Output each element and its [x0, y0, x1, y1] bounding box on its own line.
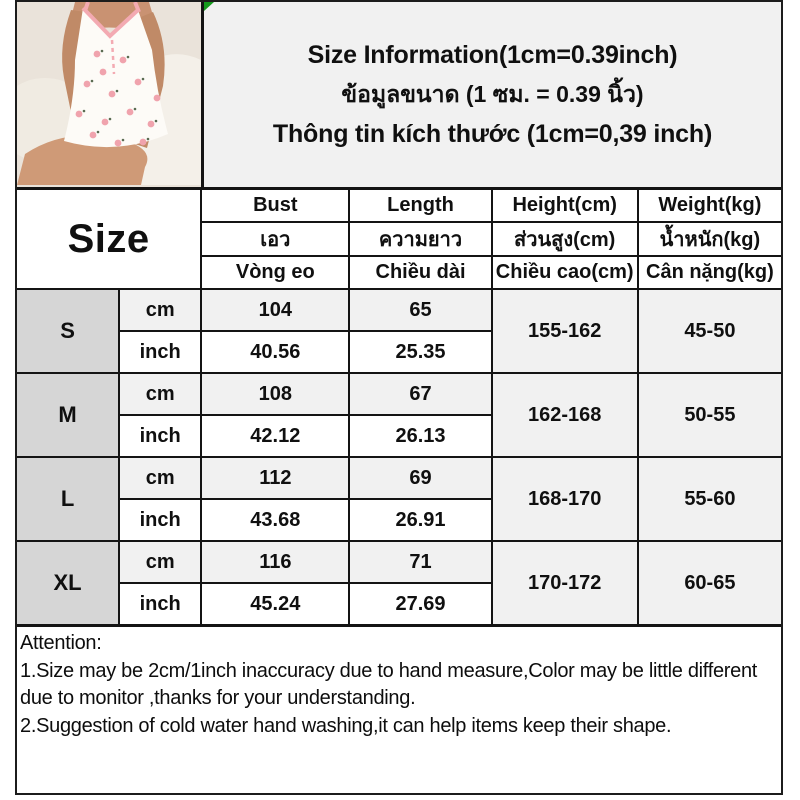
height-value: 168-170: [490, 456, 639, 542]
title-area: Size Information(1cm=0.39inch) ข้อมูลขนา…: [204, 2, 781, 187]
col-header-length-th: ความยาว: [348, 221, 493, 257]
green-corner-marker-icon: [204, 2, 214, 11]
height-value: 162-168: [490, 372, 639, 458]
length-inch-value: 27.69: [348, 582, 493, 625]
col-header-weight-th: น้ำหนัก(kg): [636, 221, 783, 257]
table-row: M cm 108 67 162-168 50-55: [15, 372, 783, 458]
col-header-bust-vi: Vòng eo: [200, 255, 351, 290]
attention-title: Attention:: [20, 632, 102, 654]
size-label-m: M: [15, 372, 121, 458]
length-inch-value: 26.13: [348, 414, 493, 458]
bust-inch-value: 40.56: [200, 330, 351, 374]
table-row: inch 43.68 26.91: [17, 498, 781, 542]
size-info-title-en: Size Information(1cm=0.39inch): [307, 40, 678, 69]
weight-value: 55-60: [636, 456, 783, 542]
col-header-bust-th: เอว: [200, 221, 351, 257]
size-chart-frame: Size Information(1cm=0.39inch) ข้อมูลขนา…: [15, 0, 783, 795]
bust-inch-value: 45.24: [200, 582, 351, 625]
bust-inch-value: 42.12: [200, 414, 351, 458]
length-cm-value: 69: [348, 456, 493, 500]
unit-inch: inch: [118, 414, 203, 458]
col-header-height-en: Height(cm): [490, 189, 639, 223]
length-cm-value: 67: [348, 372, 493, 416]
unit-inch: inch: [118, 582, 203, 625]
length-inch-value: 25.35: [348, 330, 493, 374]
attention-item-2: 2.Suggestion of cold water hand washing,…: [20, 714, 672, 737]
col-header-weight-vi: Cân nặng(kg): [636, 255, 783, 290]
length-inch-value: 26.91: [348, 498, 493, 542]
unit-cm: cm: [118, 288, 203, 332]
header-row-vi: Vòng eo Chiều dài Chiều cao(cm) Cân nặng…: [17, 255, 783, 290]
bust-cm-value: 108: [200, 372, 351, 416]
col-header-length-vi: Chiều dài: [348, 255, 493, 290]
unit-cm: cm: [118, 540, 203, 584]
unit-cm: cm: [118, 456, 203, 500]
unit-inch: inch: [118, 330, 203, 374]
table-row: XL cm 116 71 170-172 60-65: [15, 540, 783, 625]
size-label-s: S: [15, 288, 121, 374]
product-photo: [17, 2, 204, 187]
col-header-height-vi: Chiều cao(cm): [490, 255, 639, 290]
col-header-bust-en: Bust: [200, 189, 351, 223]
col-header-height-th: ส่วนสูง(cm): [490, 221, 639, 257]
size-label-l: L: [15, 456, 121, 542]
attention-item-1: 1.Size may be 2cm/1inch inaccuracy due t…: [20, 659, 758, 710]
length-cm-value: 71: [348, 540, 493, 584]
size-table-wrap: Size Bust Length Height(cm) Weight(kg) เ…: [15, 189, 783, 627]
table-row: S cm 104 65 155-162 45-50: [15, 288, 783, 374]
bust-cm-value: 116: [200, 540, 351, 584]
height-value: 155-162: [490, 288, 639, 374]
col-header-weight-en: Weight(kg): [636, 189, 783, 223]
col-header-length-en: Length: [348, 189, 493, 223]
header-section: Size Information(1cm=0.39inch) ข้อมูลขนา…: [17, 2, 781, 190]
height-value: 170-172: [490, 540, 639, 625]
size-header-cell: Size: [15, 189, 203, 290]
table-row: inch 42.12 26.13: [17, 414, 781, 458]
table-row: inch 40.56 25.35: [17, 330, 781, 374]
bust-inch-value: 43.68: [200, 498, 351, 542]
size-info-title-th: ข้อมูลขนาด (1 ซม. = 0.39 นิ้ว): [341, 80, 644, 107]
table-row: inch 45.24 27.69: [17, 582, 781, 625]
weight-value: 45-50: [636, 288, 783, 374]
size-label-xl: XL: [15, 540, 121, 625]
table-row: L cm 112 69 168-170 55-60: [15, 456, 783, 542]
length-cm-value: 65: [348, 288, 493, 332]
size-info-title-vi: Thông tin kích thước (1cm=0,39 inch): [272, 119, 713, 148]
attention-section: Attention: 1.Size may be 2cm/1inch inacc…: [17, 627, 781, 740]
model-photo-illustration: [17, 2, 201, 185]
header-row-en: Size Bust Length Height(cm) Weight(kg): [15, 189, 783, 290]
unit-inch: inch: [118, 498, 203, 542]
bust-cm-value: 104: [200, 288, 351, 332]
size-table: Size Bust Length Height(cm) Weight(kg) เ…: [15, 189, 783, 625]
unit-cm: cm: [118, 372, 203, 416]
bust-cm-value: 112: [200, 456, 351, 500]
header-row-th: เอว ความยาว ส่วนสูง(cm) น้ำหนัก(kg): [17, 221, 783, 257]
weight-value: 60-65: [636, 540, 783, 625]
weight-value: 50-55: [636, 372, 783, 458]
